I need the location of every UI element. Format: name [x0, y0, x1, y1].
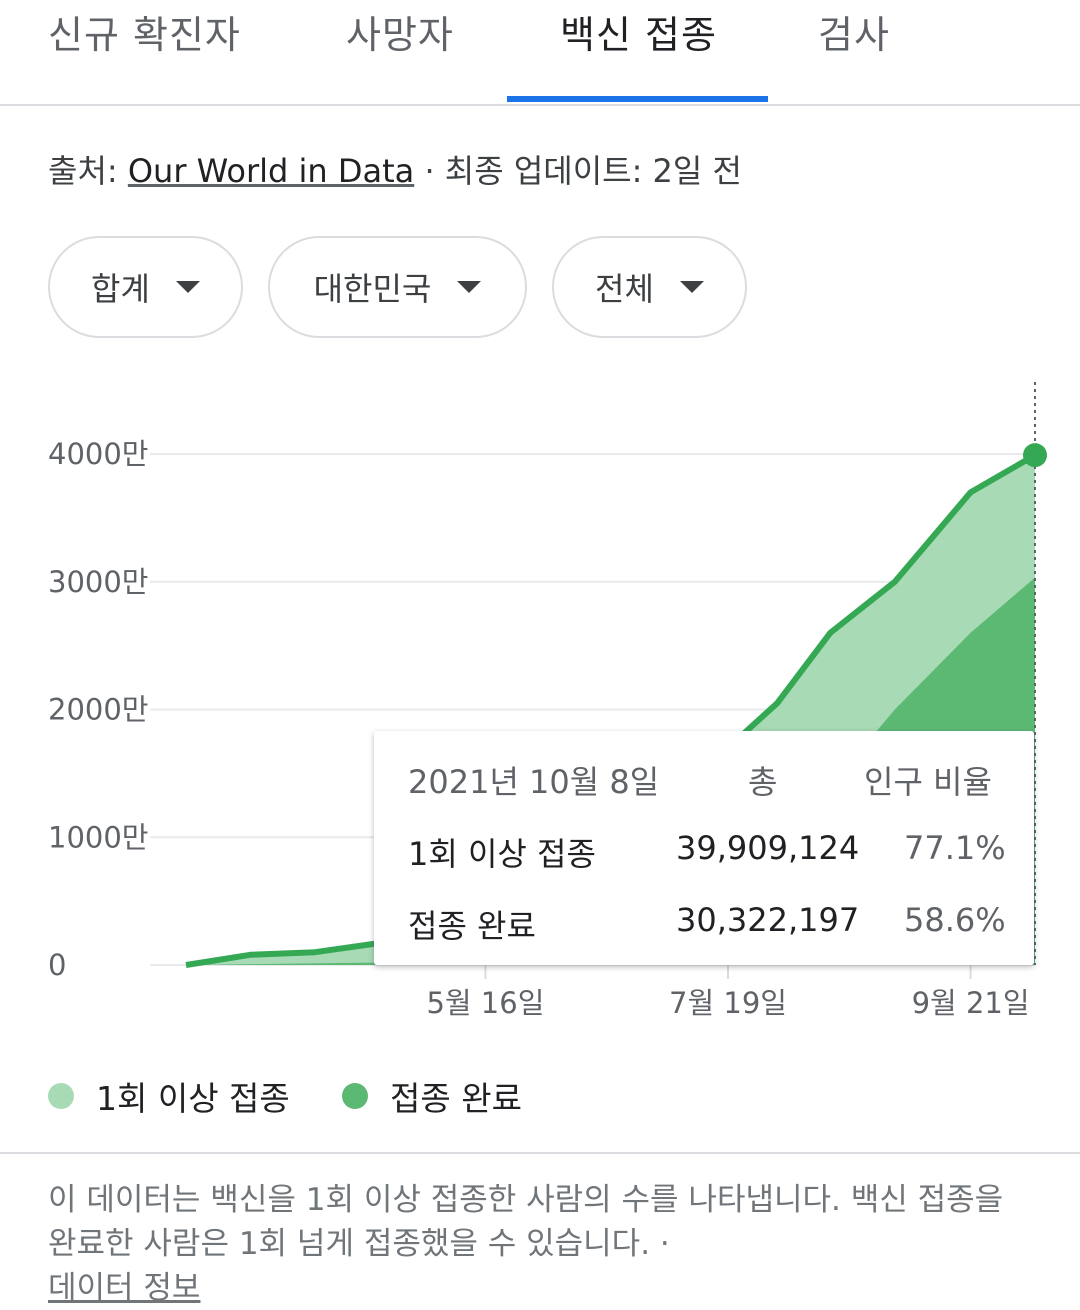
x-axis-ticks: 5월 16일 7월 19일 9월 21일: [426, 965, 1030, 1020]
metric-filter-dropdown[interactable]: 합계: [48, 236, 243, 338]
y-axis-labels: 4000만 3000만 2000만 1000만 0: [48, 437, 148, 982]
tooltip-row-ratio: 58.6%: [904, 901, 1006, 939]
hover-point: [1023, 443, 1047, 468]
region-filter-label: 대한민국: [313, 270, 432, 308]
data-info-link[interactable]: 데이터 정보: [48, 1270, 201, 1306]
x-tick-label: 9월 21일: [912, 986, 1030, 1020]
legend-item-fully-vaccinated: 접종 완료: [342, 1072, 522, 1120]
tooltip-date: 2021년 10월 8일: [408, 763, 660, 801]
y-tick-label: 3000만: [48, 565, 148, 599]
y-tick-label: 0: [48, 948, 66, 982]
tab-tests[interactable]: 검사: [818, 13, 890, 57]
x-tick-label: 5월 16일: [426, 986, 544, 1020]
legend-swatch-icon: [342, 1083, 368, 1109]
subregion-filter-label: 전체: [595, 270, 654, 308]
divider: [0, 1152, 1080, 1154]
update-info: · 최종 업데이트: 2일 전: [424, 152, 742, 190]
tooltip-col-ratio: 인구 비율: [864, 763, 992, 801]
footnote-text: 이 데이터는 백신을 1회 이상 접종한 사람의 수를 나타냅니다. 백신 접종…: [48, 1182, 1004, 1262]
tab-bar: 신규 확진자 사망자 백신 접종 검사: [0, 0, 1080, 106]
metric-filter-label: 합계: [91, 270, 150, 308]
y-tick-label: 2000만: [48, 693, 148, 727]
active-tab-indicator: [507, 96, 768, 102]
dropdown-arrow-icon: [679, 281, 704, 293]
tooltip-row-total: 39,909,124: [676, 829, 860, 867]
subregion-filter-dropdown[interactable]: 전체: [552, 236, 747, 338]
chart-tooltip: 2021년 10월 8일 총 인구 비율 1회 이상 접종 39,909,124…: [374, 731, 1034, 965]
tooltip-col-total: 총: [748, 763, 778, 801]
source-line: 출처: Our World in Data · 최종 업데이트: 2일 전: [48, 146, 742, 192]
legend-label: 1회 이상 접종: [96, 1079, 290, 1118]
tab-new-cases[interactable]: 신규 확진자: [48, 13, 241, 57]
source-prefix: 출처:: [48, 152, 118, 190]
tab-deaths[interactable]: 사망자: [346, 13, 454, 57]
tab-vaccinations[interactable]: 백신 접종: [560, 13, 717, 57]
y-tick-label: 1000만: [48, 820, 148, 854]
dropdown-arrow-icon: [457, 281, 482, 293]
tooltip-row-label: 1회 이상 접종: [408, 835, 596, 873]
legend-label: 접종 완료: [390, 1079, 522, 1118]
region-filter-dropdown[interactable]: 대한민국: [268, 236, 527, 338]
tooltip-row-label: 접종 완료: [408, 907, 536, 945]
source-link[interactable]: Our World in Data: [127, 152, 415, 190]
legend-swatch-icon: [48, 1083, 74, 1109]
x-tick-label: 7월 19일: [669, 986, 787, 1020]
tooltip-row-ratio: 77.1%: [904, 829, 1006, 867]
y-tick-label: 4000만: [48, 437, 148, 471]
footnote: 이 데이터는 백신을 1회 이상 접종한 사람의 수를 나타냅니다. 백신 접종…: [48, 1178, 1028, 1310]
dropdown-arrow-icon: [175, 281, 200, 293]
legend-item-at-least-one-dose: 1회 이상 접종: [48, 1072, 290, 1120]
tooltip-row-total: 30,322,197: [676, 901, 860, 939]
